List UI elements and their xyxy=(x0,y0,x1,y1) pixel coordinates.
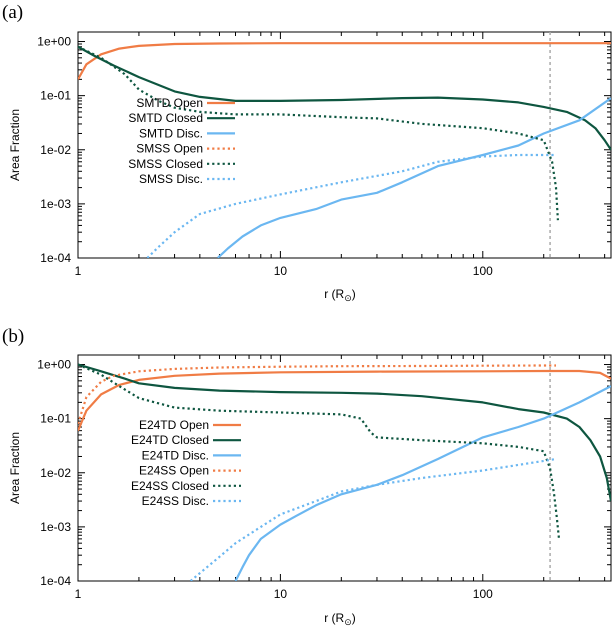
y-axis-title: Area Fraction xyxy=(8,109,22,181)
y-tick-label: 1e-01 xyxy=(40,89,71,103)
series-line-e24td-closed xyxy=(78,363,611,502)
y-tick-label: 1e-02 xyxy=(40,143,71,157)
legend-label: E24SS Open xyxy=(139,464,209,478)
plot-frame xyxy=(77,31,612,259)
y-axis-title: Area Fraction xyxy=(8,432,22,504)
series-line-e24td-open xyxy=(78,369,611,432)
legend-label: E24TD Disc. xyxy=(142,448,209,462)
panel-b: (b) 1e+00 1e-01 1e-02 1e-03 1e-04 1 10 100 r (R⊙)… xyxy=(2,326,612,627)
series-line-smss-disc- xyxy=(146,153,556,258)
y-tick-label: 1e-04 xyxy=(40,251,71,265)
y-tick-label: 1e-03 xyxy=(40,520,71,534)
x-tick-label: 1 xyxy=(75,587,82,601)
panel-label: (a) xyxy=(2,2,23,23)
series-line-e24ss-closed xyxy=(78,363,561,540)
x-tick-label: 10 xyxy=(274,264,288,278)
series-line-smtd-closed xyxy=(78,45,611,151)
series-line-smtd-disc- xyxy=(216,97,611,258)
plot-frame xyxy=(77,354,612,582)
y-tick-label: 1e-01 xyxy=(40,412,71,426)
y-tick-label: 1e+00 xyxy=(37,358,71,372)
legend-label: E24TD Closed xyxy=(131,433,209,447)
series-line-smtd-open xyxy=(78,42,611,80)
legend-label: SMSS Closed xyxy=(128,157,203,171)
y-tick-label: 1e-04 xyxy=(40,574,71,588)
series-line-e24ss-disc- xyxy=(189,457,557,581)
x-tick-label: 10 xyxy=(274,587,288,601)
x-tick-label: 100 xyxy=(473,264,493,278)
legend-label: SMTD Closed xyxy=(128,111,203,125)
x-tick-label: 1 xyxy=(75,264,82,278)
y-tick-label: 1e-02 xyxy=(40,466,71,480)
legend-label: SMTD Disc. xyxy=(139,126,203,140)
y-tick-label: 1e+00 xyxy=(37,35,71,49)
series-line-e24ss-open xyxy=(78,364,556,425)
panel-a: (a) 1e+00 1e-01 1e-02 1e-03 1e-04 1 10 100 r (R⊙)… xyxy=(2,2,612,303)
legend-label: E24SS Disc. xyxy=(142,494,209,508)
series-line-smss-closed xyxy=(78,45,559,221)
legend-label: E24TD Open xyxy=(139,418,209,432)
legend-label: SMSS Open xyxy=(136,142,203,156)
legend-label: SMSS Disc. xyxy=(139,172,203,186)
legend-label: SMTD Open xyxy=(136,96,203,110)
x-tick-label: 100 xyxy=(473,587,493,601)
x-axis-title: r (R⊙) xyxy=(324,611,356,627)
y-tick-label: 1e-03 xyxy=(40,197,71,211)
x-axis-title: r (R⊙) xyxy=(324,287,356,303)
series-line-e24td-disc- xyxy=(234,385,611,581)
legend-label: E24SS Closed xyxy=(131,479,209,493)
panel-label: (b) xyxy=(2,326,24,347)
